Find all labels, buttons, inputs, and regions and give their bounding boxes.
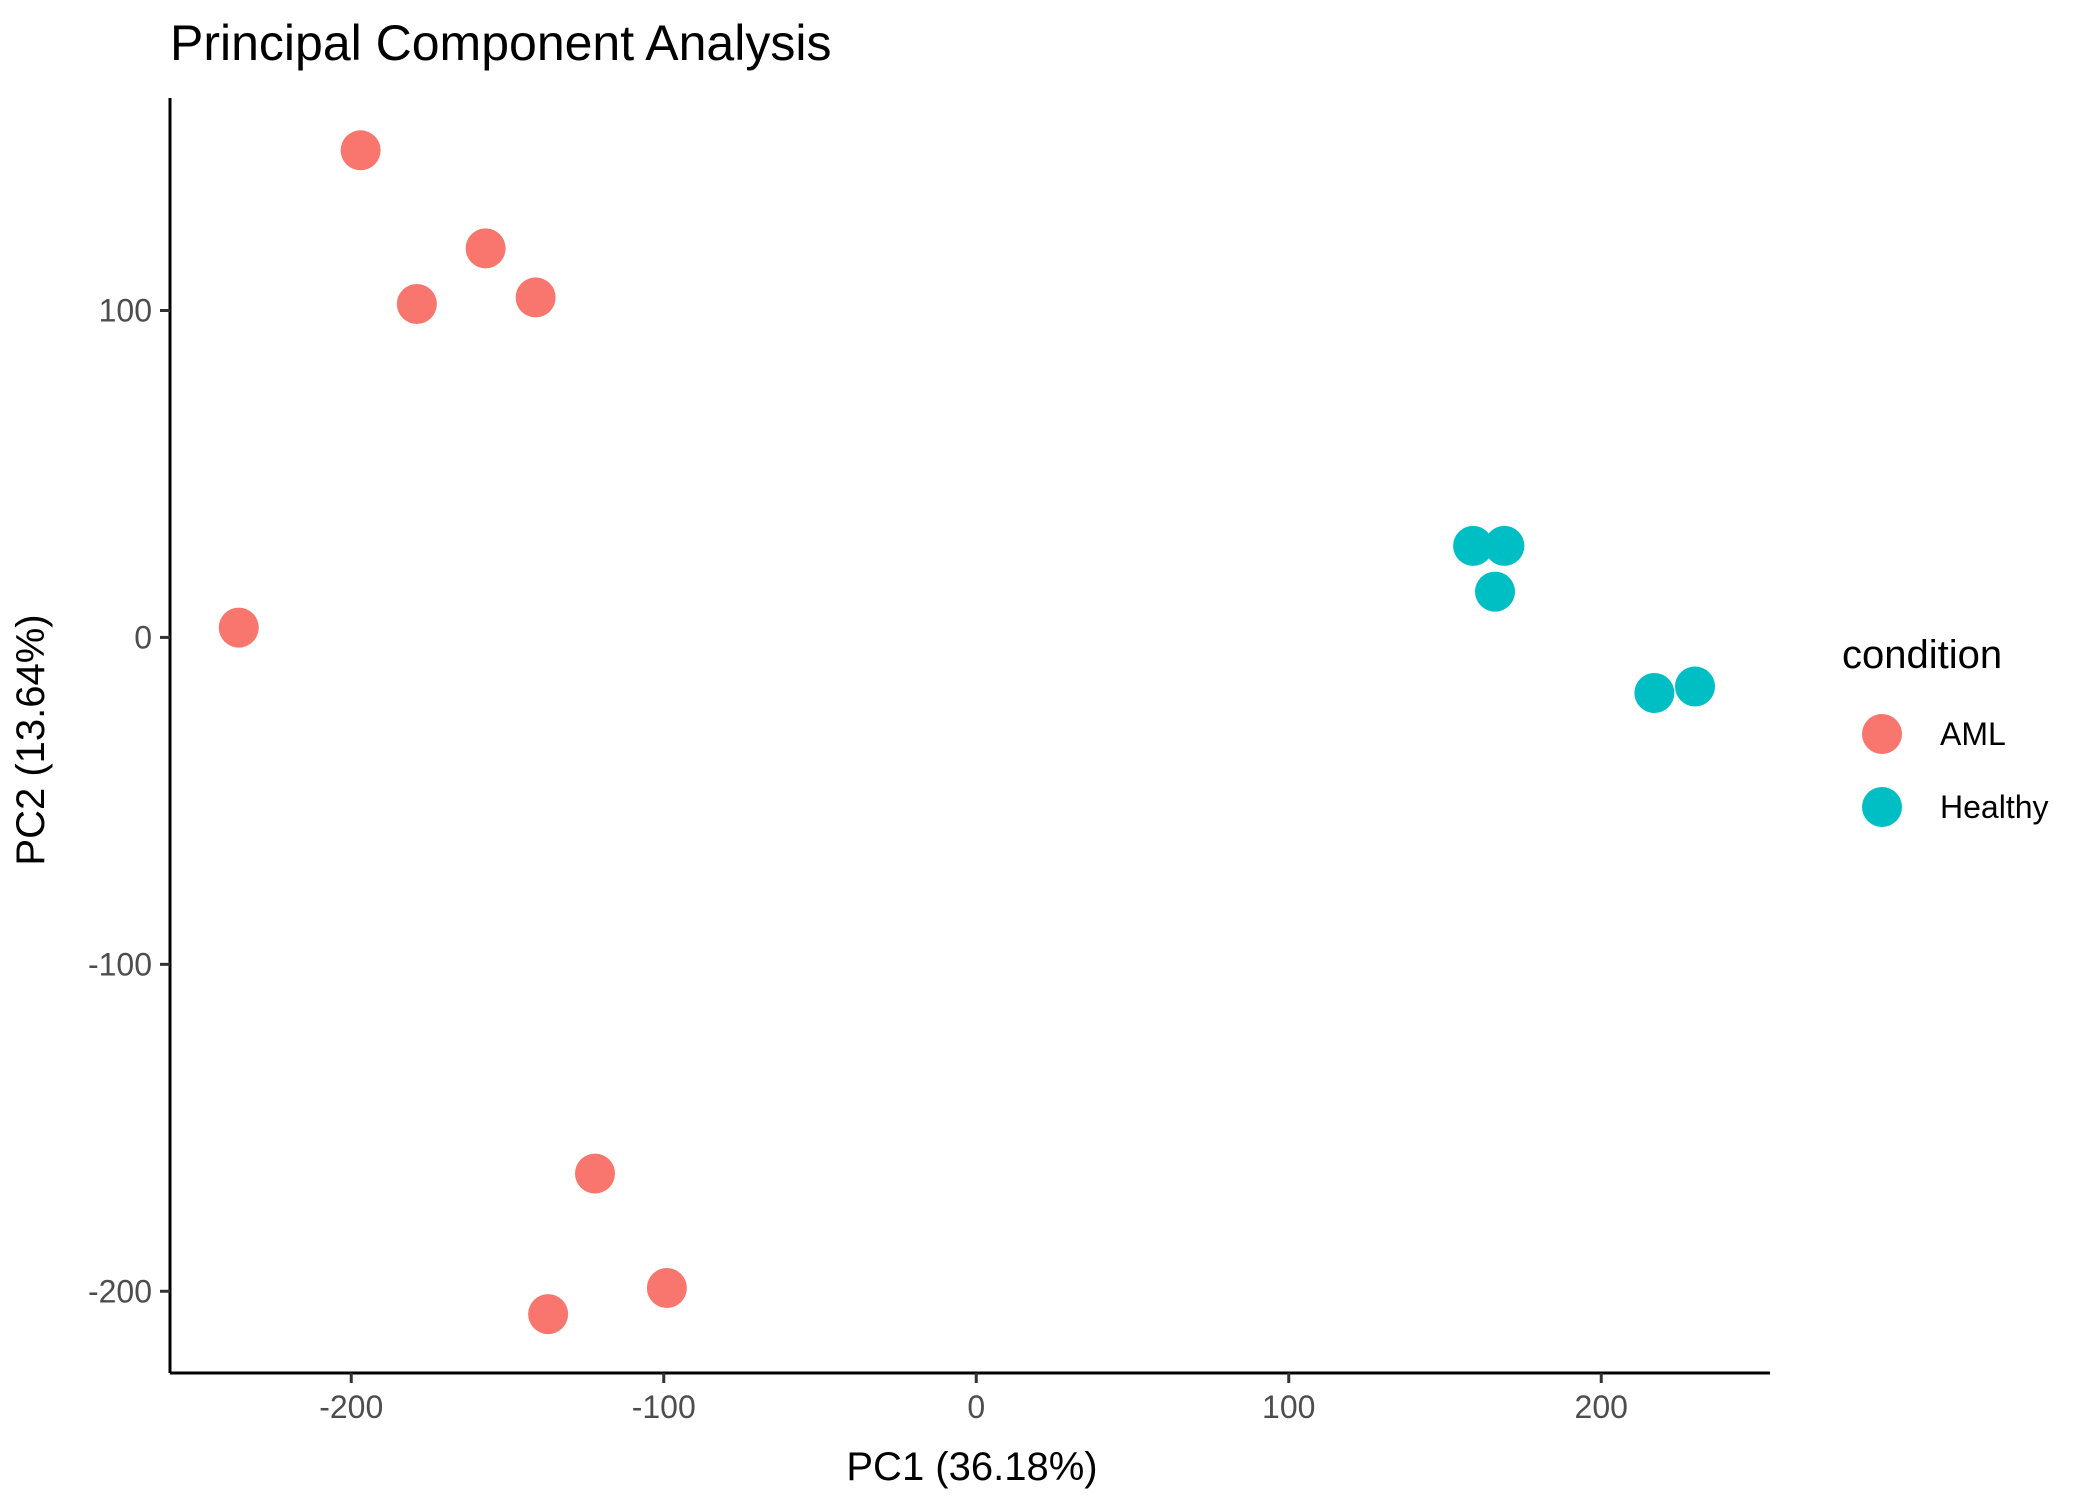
data-point <box>1484 525 1525 566</box>
series-aml <box>218 130 687 1335</box>
x-axis: -200 -100 0 100 200 <box>170 1371 1770 1425</box>
y-axis: -200 -100 0 100 <box>88 98 172 1373</box>
x-tick-label: 100 <box>1262 1389 1315 1425</box>
x-tick-label: 200 <box>1575 1389 1628 1425</box>
legend: condition AML Healthy <box>1842 633 2049 827</box>
y-axis-title: PC2 (13.64%) <box>9 614 53 865</box>
legend-label-healthy: Healthy <box>1940 789 2049 825</box>
data-point <box>218 607 259 648</box>
x-tick-label: -100 <box>632 1389 696 1425</box>
data-point <box>646 1268 687 1308</box>
x-tick-label: 0 <box>967 1389 985 1425</box>
data-point <box>1475 571 1515 612</box>
y-tick-label: 100 <box>99 293 152 329</box>
series-healthy <box>1453 525 1715 713</box>
data-point <box>1453 525 1494 566</box>
x-tick-label: -200 <box>319 1389 383 1425</box>
x-axis-title: PC1 (36.18%) <box>846 1445 1097 1489</box>
y-tick-label: -200 <box>88 1273 152 1309</box>
y-tick-label: -100 <box>88 946 152 982</box>
data-point <box>396 283 437 324</box>
data-point <box>1634 673 1675 713</box>
data-point <box>515 277 556 318</box>
data-point <box>1675 666 1715 707</box>
legend-key-healthy <box>1862 787 1902 827</box>
chart-title: Principal Component Analysis <box>170 15 831 71</box>
legend-key-aml <box>1862 714 1902 754</box>
y-tick-label: 0 <box>134 619 152 655</box>
legend-label-aml: AML <box>1940 716 2006 752</box>
data-point <box>465 228 506 269</box>
data-point <box>340 130 381 171</box>
data-point <box>528 1294 569 1335</box>
data-point <box>575 1153 615 1194</box>
plot-area <box>218 130 1715 1335</box>
legend-title: condition <box>1842 633 2002 677</box>
